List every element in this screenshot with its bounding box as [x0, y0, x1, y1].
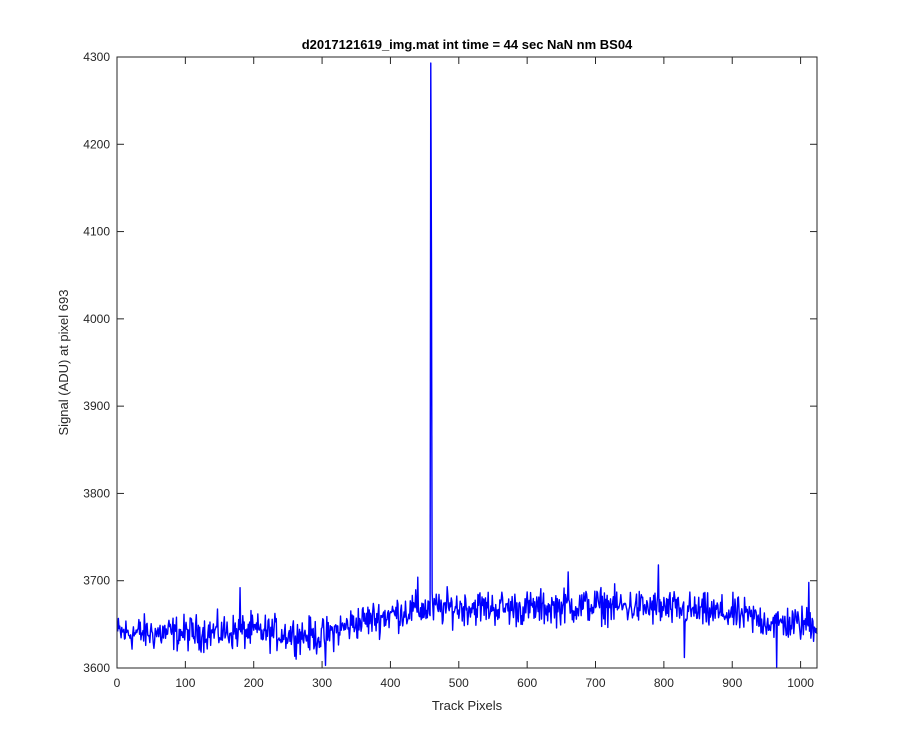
y-tick-label: 3900 [83, 399, 110, 413]
chart-title: d2017121619_img.mat int time = 44 sec Na… [302, 37, 633, 52]
axes: 0 100 200 300 400 500 600 700 800 900 1000 3600 3700… [83, 50, 818, 690]
x-axis-label: Track Pixels [432, 698, 503, 713]
y-tick-label: 3800 [83, 486, 110, 500]
x-tick-label: 0 [114, 676, 121, 690]
x-tick-label: 200 [244, 676, 264, 690]
x-tick-label: 1000 [787, 676, 814, 690]
x-tick-label: 400 [380, 676, 400, 690]
x-tick-label: 900 [722, 676, 742, 690]
signal-series-line [116, 62, 818, 668]
plot-area [116, 62, 818, 668]
y-tick-label: 3600 [83, 661, 110, 675]
y-tick-label: 4200 [83, 137, 110, 151]
y-tick-label: 3700 [83, 574, 110, 588]
axes-box [116, 56, 818, 669]
y-tick-label: 4000 [83, 312, 110, 326]
x-tick-label: 300 [312, 676, 332, 690]
y-axis-label: Signal (ADU) at pixel 693 [56, 290, 71, 436]
y-tick-label: 4100 [83, 225, 110, 239]
x-tick-label: 700 [586, 676, 606, 690]
x-tick-label: 500 [449, 676, 469, 690]
x-tick-label: 800 [654, 676, 674, 690]
x-tick-label: 600 [517, 676, 537, 690]
x-tick-label: 100 [175, 676, 195, 690]
y-tick-label: 4300 [83, 50, 110, 64]
